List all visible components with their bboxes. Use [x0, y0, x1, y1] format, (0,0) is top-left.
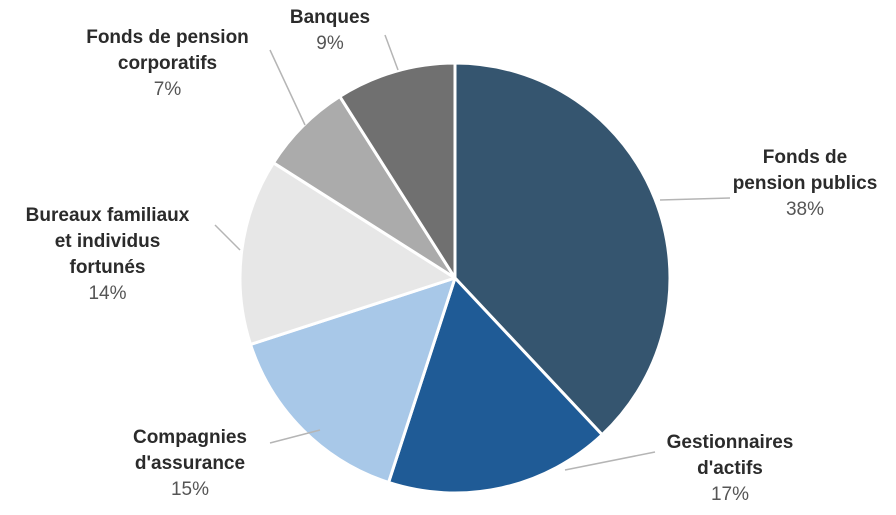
slice-label: Fonds de pension corporatifs 7%	[60, 25, 275, 103]
slice-name: d'actifs	[697, 458, 763, 479]
leader-line	[564, 451, 656, 471]
slice-name: Compagnies	[132, 427, 248, 448]
slice-percent: 17%	[710, 484, 750, 505]
slice-name: fortunés	[69, 257, 146, 278]
leader-line	[214, 224, 241, 251]
slice-name: d'assurance	[134, 453, 246, 474]
slice-name: Fonds de	[762, 147, 848, 168]
slice-label: Fonds de pension publics 38%	[700, 145, 896, 223]
slice-percent: 38%	[785, 199, 825, 220]
leader-line	[384, 34, 399, 71]
pie-slice	[453, 61, 672, 437]
slice-percent: 7%	[153, 79, 182, 100]
slice-label: Banques 9%	[255, 5, 405, 57]
slice-name: Fonds de pension	[86, 27, 249, 48]
slice-label: Bureaux familiaux et individus fortunés 14%	[0, 203, 215, 307]
leader-line	[659, 197, 731, 201]
slice-percent: 9%	[316, 33, 344, 54]
slice-name: corporatifs	[117, 53, 218, 74]
slice-name: Bureaux familiaux	[25, 205, 190, 226]
pie-slice	[338, 61, 457, 280]
slice-label: Compagnies d'assurance 15%	[95, 425, 285, 503]
slice-name: Banques	[289, 7, 371, 28]
slice-name: pension publics	[732, 173, 878, 194]
slice-percent: 14%	[88, 283, 127, 304]
pie-slices	[238, 61, 672, 495]
slice-name: et individus	[54, 231, 161, 252]
slice-name: Gestionnaires	[666, 432, 794, 453]
leader-line	[269, 49, 306, 126]
slice-percent: 15%	[170, 479, 210, 500]
pie-slice	[238, 161, 457, 346]
pie-slice	[387, 276, 604, 495]
leader-line	[269, 429, 321, 444]
leader-lines	[214, 34, 731, 471]
slice-label: Gestionnaires d'actifs 17%	[640, 430, 820, 508]
